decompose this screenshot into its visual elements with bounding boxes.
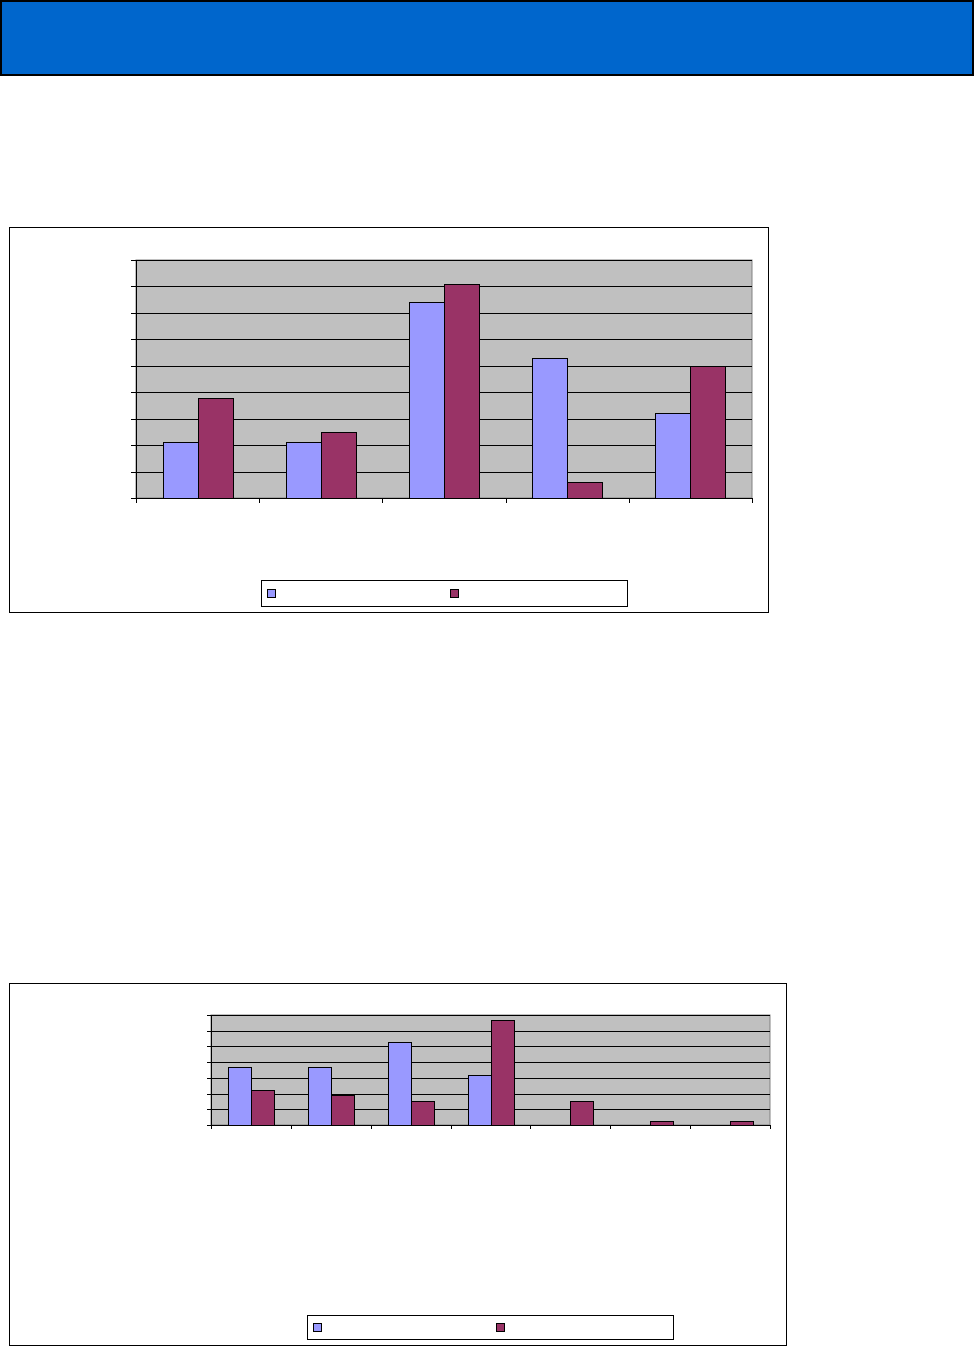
chart2-legend-swatch-2 (496, 1323, 505, 1332)
chart1-bar-s1-c5 (655, 413, 691, 499)
chart2-bar-s2-c1 (251, 1090, 275, 1126)
chart1-bar-s1-c4 (532, 358, 568, 499)
chart2-bar-s1-c3 (388, 1042, 412, 1126)
chart-1-frame (9, 227, 769, 613)
header-banner (0, 0, 974, 76)
chart2-bar-s2-c5 (570, 1101, 594, 1126)
chart2-bar-s2-c6 (650, 1121, 674, 1126)
chart-1 (131, 259, 753, 607)
chart1-bar-s2-c5 (690, 366, 726, 499)
chart1-bar-s1-c2 (286, 442, 322, 499)
chart2-legend-swatch-1 (313, 1323, 322, 1332)
chart1-bar-s2-c2 (321, 432, 357, 499)
chart2-bar-s2-c3 (411, 1101, 435, 1126)
chart1-legend (261, 580, 628, 607)
chart2-bar-s2-c2 (331, 1095, 355, 1126)
chart1-bar-s2-c3 (444, 284, 480, 499)
chart2-bar-s1-c2 (308, 1067, 332, 1126)
chart-2 (207, 1014, 771, 1340)
chart1-bar-s2-c1 (198, 398, 234, 499)
chart2-bar-s1-c4 (468, 1075, 492, 1126)
chart1-legend-swatch-2 (450, 589, 459, 598)
chart2-bar-s2-c4 (491, 1020, 515, 1126)
chart2-legend (307, 1315, 674, 1340)
chart1-bar-s2-c4 (567, 482, 603, 499)
chart1-bar-s1-c1 (163, 442, 199, 499)
chart2-bar-s1-c1 (228, 1067, 252, 1126)
chart1-legend-swatch-1 (267, 589, 276, 598)
chart2-bar-s2-c7 (730, 1121, 754, 1126)
chart1-bar-s1-c3 (409, 302, 445, 499)
chart-2-frame (9, 983, 787, 1346)
